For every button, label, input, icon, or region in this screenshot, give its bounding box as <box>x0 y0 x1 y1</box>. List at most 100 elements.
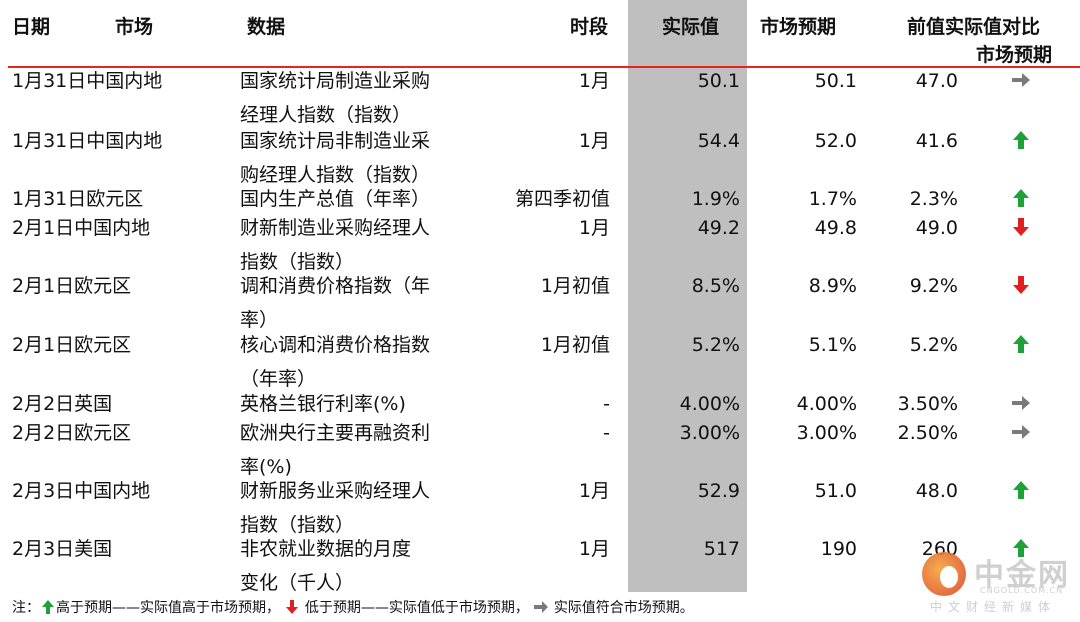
row-previous: 48.0 <box>915 480 958 502</box>
row-period: 1月 <box>578 130 610 152</box>
row-data-line2: 变化（千人） <box>240 572 355 594</box>
row-date-market: 1月31日中国内地 <box>12 130 163 152</box>
row-period: 1月初值 <box>540 275 610 297</box>
row-actual: 517 <box>703 538 740 560</box>
row-data-line1: 英格兰银行利率(%) <box>240 393 406 415</box>
down-arrow-icon <box>286 600 299 614</box>
row-period: - <box>603 422 610 444</box>
row-data-line2: 购经理人指数（指数） <box>240 164 431 186</box>
row-previous: 5.2% <box>909 334 958 356</box>
row-date-market: 2月1日欧元区 <box>12 334 132 356</box>
row-date-market: 1月31日中国内地 <box>12 70 163 92</box>
header-compare-line2: 市场预期 <box>976 44 1053 66</box>
up-arrow-icon <box>1009 186 1033 210</box>
row-actual: 4.00% <box>679 393 740 415</box>
row-data-line1: 国家统计局非制造业采 <box>240 130 431 152</box>
row-period: 1月 <box>578 217 610 239</box>
row-date-market: 2月2日英国 <box>12 393 113 415</box>
row-forecast: 4.00% <box>796 393 857 415</box>
up-arrow-icon <box>1009 332 1033 356</box>
row-date-market: 2月3日美国 <box>12 538 113 560</box>
row-actual: 49.2 <box>697 217 740 239</box>
up-arrow-icon <box>1009 536 1033 560</box>
row-actual: 1.9% <box>691 188 740 210</box>
row-data-line1: 财新制造业采购经理人 <box>240 217 431 239</box>
row-forecast: 190 <box>820 538 857 560</box>
row-data-line1: 核心调和消费价格指数 <box>240 334 431 356</box>
row-actual: 8.5% <box>691 275 740 297</box>
down-arrow-icon <box>1009 273 1033 297</box>
note-down-text: 低于预期——实际值低于市场预期， <box>304 600 529 616</box>
down-arrow-icon <box>1009 215 1033 239</box>
row-data-line2: （年率） <box>240 368 317 390</box>
row-data-line1: 非农就业数据的月度 <box>240 538 412 560</box>
up-arrow-icon <box>1009 128 1033 152</box>
header-period: 时段 <box>570 16 609 38</box>
right-arrow-icon <box>1009 391 1033 415</box>
logo-mark-icon <box>922 552 966 596</box>
footnote: 注： 高于预期——实际值高于市场预期， 低于预期——实际值低于市场预期， 实际值符… <box>12 597 694 619</box>
right-arrow-icon <box>534 601 549 613</box>
right-arrow-icon <box>1009 68 1033 92</box>
row-date-market: 2月1日中国内地 <box>12 217 151 239</box>
header-data: 数据 <box>247 16 286 38</box>
row-date-market: 2月2日欧元区 <box>12 422 132 444</box>
row-period: - <box>603 393 610 415</box>
row-actual: 54.4 <box>697 130 740 152</box>
row-previous: 47.0 <box>915 70 958 92</box>
row-data-line1: 调和消费价格指数（年 <box>240 275 431 297</box>
row-forecast: 3.00% <box>796 422 857 444</box>
row-period: 1月初值 <box>540 334 610 356</box>
logo-brand: 中金网 <box>974 558 1070 593</box>
row-previous: 49.0 <box>915 217 958 239</box>
row-forecast: 5.1% <box>808 334 857 356</box>
header-date: 日期 <box>12 16 51 38</box>
header-forecast: 市场预期 <box>760 16 837 38</box>
row-forecast: 52.0 <box>814 130 857 152</box>
header-previous-compare: 前值实际值对比 <box>907 16 1041 38</box>
note-up-text: 高于预期——实际值高于市场预期， <box>56 600 280 616</box>
row-data-line2: 指数（指数） <box>240 251 355 273</box>
row-actual: 5.2% <box>691 334 740 356</box>
header-market: 市场 <box>115 16 154 38</box>
row-data-line2: 率(%) <box>240 456 292 478</box>
up-arrow-icon <box>1009 478 1033 502</box>
row-forecast: 49.8 <box>814 217 857 239</box>
row-forecast: 1.7% <box>808 188 857 210</box>
header-actual: 实际值 <box>662 16 720 38</box>
row-actual: 52.9 <box>697 480 740 502</box>
logo-tagline: 中文财经新媒体 <box>930 600 1057 614</box>
row-date-market: 1月31日欧元区 <box>12 188 144 210</box>
row-period: 1月 <box>578 70 610 92</box>
row-data-line1: 财新服务业采购经理人 <box>240 480 431 502</box>
row-previous: 9.2% <box>909 275 958 297</box>
right-arrow-icon <box>1009 420 1033 444</box>
row-date-market: 2月1日欧元区 <box>12 275 132 297</box>
note-prefix: 注： <box>12 600 40 616</box>
up-arrow-icon <box>42 600 54 614</box>
row-previous: 2.50% <box>897 422 958 444</box>
row-period: 1月 <box>578 538 610 560</box>
actual-column-highlight <box>628 0 747 592</box>
row-actual: 50.1 <box>697 70 740 92</box>
row-forecast: 51.0 <box>814 480 857 502</box>
row-actual: 3.00% <box>679 422 740 444</box>
row-period: 第四季初值 <box>514 188 610 210</box>
header-divider <box>8 66 1080 68</box>
row-date-market: 2月3日中国内地 <box>12 480 151 502</box>
logo-url: CNGOLD.COM.CN <box>980 586 1064 595</box>
row-data-line2: 经理人指数（指数） <box>240 104 412 126</box>
row-data-line1: 国家统计局制造业采购 <box>240 70 431 92</box>
row-data-line2: 指数（指数） <box>240 514 355 536</box>
row-forecast: 50.1 <box>814 70 857 92</box>
row-period: 1月 <box>578 480 610 502</box>
row-previous: 41.6 <box>915 130 958 152</box>
row-data-line1: 欧洲央行主要再融资利 <box>240 422 431 444</box>
row-data-line1: 国内生产总值（年率） <box>240 188 431 210</box>
row-data-line2: 率） <box>240 309 279 331</box>
watermark-logo: 中金网 CNGOLD.COM.CN 中文财经新媒体 <box>918 548 1078 618</box>
row-forecast: 8.9% <box>808 275 857 297</box>
row-previous: 3.50% <box>897 393 958 415</box>
note-flat-text: 实际值符合市场预期。 <box>553 600 694 616</box>
row-previous: 2.3% <box>909 188 958 210</box>
